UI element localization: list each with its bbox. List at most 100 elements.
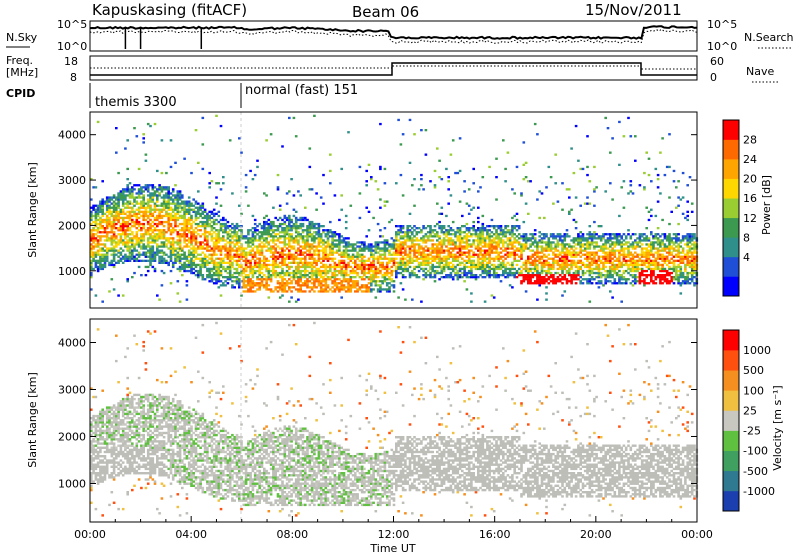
power-cell [247, 251, 250, 254]
power-cell [335, 286, 339, 289]
power-cell [597, 235, 601, 238]
power-cell [146, 243, 150, 246]
power-cell [117, 192, 120, 195]
power-cell [574, 237, 578, 240]
power-cell [370, 245, 373, 248]
power-cell [474, 239, 478, 242]
power-cell [415, 259, 419, 262]
power-cell [96, 206, 100, 209]
power-cell [568, 196, 571, 199]
power-cell [94, 214, 98, 218]
power-cell [520, 280, 523, 283]
power-cell [212, 265, 216, 269]
power-cell [274, 271, 277, 275]
power-cell [99, 200, 102, 203]
power-cell [438, 257, 441, 260]
power-cell [342, 239, 346, 242]
power-cell [581, 237, 585, 240]
power-cell [244, 186, 248, 189]
power-cell [244, 251, 248, 254]
power-cell [358, 241, 362, 244]
power-cell [413, 249, 416, 252]
power-cell [185, 220, 189, 224]
power-cell [574, 261, 578, 264]
power-cell [183, 245, 186, 248]
power-cell [169, 247, 173, 250]
power-cell [128, 237, 132, 240]
power-cell [340, 267, 343, 271]
power-cell [215, 196, 218, 199]
power-cell [358, 192, 362, 195]
power-cell [281, 247, 284, 250]
power-cell [574, 253, 578, 256]
power-cell [588, 180, 592, 183]
power-cell [258, 253, 261, 256]
power-cell [151, 239, 155, 242]
power-cell [265, 269, 268, 273]
power-cell [103, 202, 107, 205]
power-cell [210, 274, 214, 277]
power-cell [533, 269, 537, 273]
power-cell [265, 237, 268, 240]
power-cell [297, 276, 300, 279]
power-cell [162, 271, 166, 275]
power-cell [545, 186, 548, 189]
power-cell [228, 239, 232, 242]
power-cell [212, 278, 216, 281]
power-cell [140, 206, 143, 209]
power-cell [274, 269, 277, 273]
power-cell [572, 239, 576, 242]
power-cell [481, 276, 485, 279]
power-cell [324, 280, 328, 283]
power-cell [190, 204, 193, 207]
power-cell [256, 251, 259, 254]
power-cell [92, 241, 95, 244]
power-cell [151, 259, 155, 262]
power-cell [365, 184, 368, 187]
power-cell [388, 245, 391, 248]
power-cell [183, 231, 186, 234]
power-cell [301, 216, 305, 220]
power-cell [160, 284, 164, 287]
power-cell [440, 225, 444, 228]
power-cell [415, 231, 419, 234]
power-cell [142, 186, 145, 189]
power-cell [156, 237, 159, 240]
power-cell [210, 220, 214, 224]
power-cell [128, 249, 132, 252]
power-cell [517, 274, 521, 277]
power-cell [317, 267, 321, 271]
power-cell [92, 237, 95, 240]
power-cell [260, 265, 264, 269]
power-cell [219, 269, 223, 273]
power-cell [169, 229, 173, 232]
power-cell [190, 216, 193, 220]
power-cell [417, 227, 421, 230]
power-cell [424, 245, 428, 248]
power-cell [588, 253, 592, 256]
power-cell [260, 263, 264, 267]
power-cell [137, 216, 141, 220]
power-cell [388, 276, 391, 279]
power-cell [413, 259, 416, 262]
power-cell [399, 282, 403, 285]
power-cell [124, 198, 127, 201]
power-cell [185, 280, 189, 283]
power-cell [583, 243, 587, 246]
power-cell [272, 251, 275, 254]
power-cell [128, 251, 132, 254]
power-cell [228, 263, 232, 267]
power-cell [306, 286, 309, 289]
power-cell [488, 269, 491, 273]
power-cell [181, 194, 184, 197]
power-cell [235, 233, 239, 236]
power-cell [258, 235, 261, 238]
power-cell [556, 249, 560, 252]
power-cell [146, 227, 150, 230]
power-cell [201, 261, 205, 264]
power-cell [326, 235, 330, 238]
power-cell [324, 290, 328, 293]
power-cell [442, 255, 446, 258]
power-cell [201, 278, 205, 281]
power-cell [488, 267, 491, 271]
